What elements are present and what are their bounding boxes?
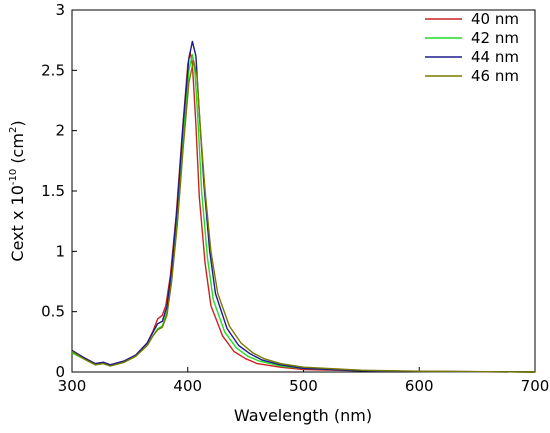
y-tick-label: 2 — [55, 122, 65, 140]
x-tick-label: 500 — [289, 377, 318, 395]
series-line-3 — [71, 40, 536, 373]
y-tick-label: 1 — [55, 242, 65, 260]
y-axis-title: Cext x 10-10 (cm2) — [8, 120, 27, 261]
x-tick-label: 700 — [521, 377, 550, 395]
x-axis-title: Wavelength (nm) — [234, 406, 372, 425]
y-axis-title-base: Cext x 10 — [8, 185, 27, 261]
y-axis-title-unit-open: (cm — [8, 133, 27, 169]
y-tick-label: 0.5 — [41, 303, 65, 321]
series-lines — [71, 40, 536, 373]
legend-label-3: 44 nm — [471, 48, 519, 66]
y-axis-title-unit-exponent: 2 — [8, 127, 19, 133]
x-tick-label: 300 — [58, 377, 87, 395]
y-axis-ticks: 0 0.5 1 1.5 2 2.5 3 — [41, 1, 77, 381]
x-tick-label: 400 — [173, 377, 202, 395]
y-tick-label: 2.5 — [41, 61, 65, 79]
legend-label-1: 40 nm — [471, 10, 519, 28]
plot-frame — [71, 9, 536, 373]
series-line-1 — [71, 51, 536, 373]
y-axis-title-exponent: -10 — [8, 169, 19, 185]
y-tick-label: 0 — [55, 363, 65, 381]
series-line-2 — [71, 53, 536, 373]
legend-label-2: 42 nm — [471, 29, 519, 47]
series-line-4 — [71, 60, 536, 373]
y-axis-title-unit-close: ) — [8, 120, 27, 126]
x-axis-ticks: 300 400 500 600 700 — [58, 367, 550, 395]
y-tick-label: 3 — [55, 1, 65, 19]
x-tick-label: 600 — [405, 377, 434, 395]
legend-label-4: 46 nm — [471, 67, 519, 85]
y-tick-label: 1.5 — [41, 182, 65, 200]
